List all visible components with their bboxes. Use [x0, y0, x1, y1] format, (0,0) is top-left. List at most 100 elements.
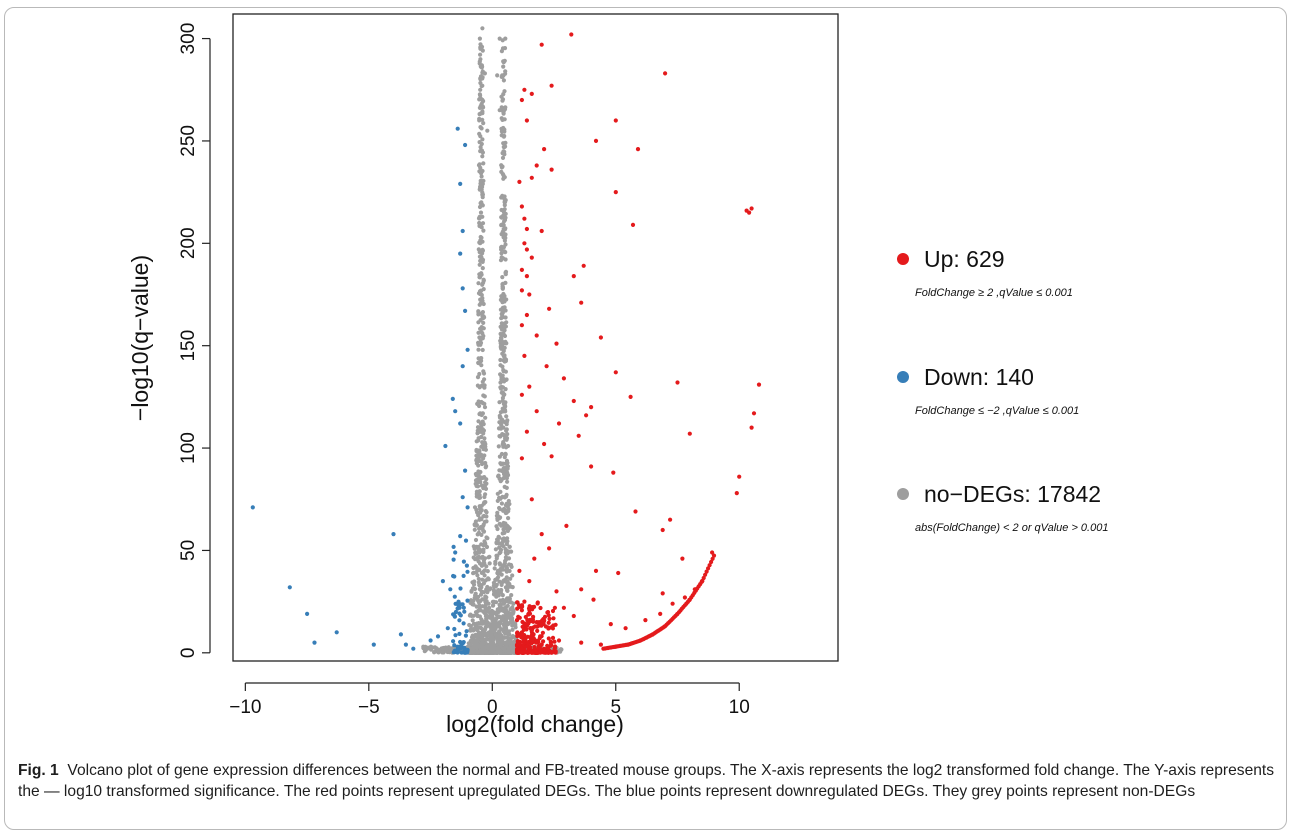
point-up [527, 384, 532, 389]
figure-frame [4, 7, 1287, 830]
point-nodeg [499, 582, 504, 588]
point-up [550, 635, 556, 641]
point-nodeg [503, 257, 508, 262]
point-nodeg [499, 384, 504, 390]
point-up [593, 568, 599, 574]
point-nodeg [476, 347, 481, 352]
point-up [554, 341, 559, 346]
point-nodeg [478, 469, 483, 475]
point-down [458, 251, 463, 256]
point-up [539, 228, 544, 234]
point-nodeg [479, 292, 484, 298]
point-up [524, 650, 529, 655]
legend-criteria-down: FoldChange ≤ −2 ,qValue ≤ 0.001 [915, 405, 1079, 417]
point-down [460, 640, 465, 645]
point-nodeg [506, 599, 511, 605]
point-up [579, 587, 584, 592]
point-nodeg [504, 494, 509, 499]
point-nodeg [480, 347, 485, 353]
point-nodeg [480, 195, 485, 200]
point-nodeg [476, 330, 481, 335]
point-nodeg [501, 223, 506, 228]
point-nodeg [495, 73, 500, 78]
point-nodeg [500, 164, 505, 169]
point-nodeg [482, 315, 487, 320]
point-nodeg [483, 614, 489, 619]
point-up [628, 394, 633, 399]
point-nodeg [482, 71, 487, 76]
point-nodeg [500, 282, 505, 287]
point-nodeg [500, 172, 505, 177]
point-nodeg [478, 46, 484, 51]
point-nodeg [502, 455, 507, 460]
point-down [443, 443, 448, 449]
point-up [546, 620, 551, 625]
point-nodeg [479, 620, 484, 625]
point-nodeg [478, 165, 483, 170]
point-nodeg [504, 297, 509, 302]
point-nodeg [478, 505, 483, 510]
point-up [608, 622, 613, 627]
point-nodeg [497, 641, 503, 646]
point-nodeg [501, 578, 506, 583]
point-up [616, 570, 621, 576]
point-up [613, 118, 618, 123]
point-up [701, 575, 706, 581]
point-nodeg [471, 555, 476, 560]
point-up [523, 614, 528, 620]
point-up [524, 274, 530, 279]
point-nodeg [499, 316, 504, 321]
point-nodeg [471, 602, 476, 607]
point-nodeg [478, 452, 484, 457]
point-nodeg [481, 371, 487, 376]
point-down [398, 632, 403, 637]
point-nodeg [448, 646, 453, 651]
point-nodeg [513, 621, 518, 626]
point-up [552, 639, 557, 644]
point-down [451, 544, 456, 550]
point-up [540, 630, 546, 635]
point-nodeg [499, 311, 505, 317]
point-down [461, 573, 466, 579]
point-nodeg [479, 459, 484, 464]
point-nodeg [472, 595, 477, 601]
point-nodeg [477, 223, 482, 229]
point-nodeg [501, 475, 506, 481]
point-nodeg [502, 355, 507, 360]
legend: Up: 629 FoldChange ≥ 2 ,qValue ≤ 0.001 D… [897, 246, 1108, 534]
point-nodeg [500, 593, 505, 598]
point-nodeg [482, 568, 487, 573]
point-up [519, 392, 525, 397]
point-nodeg [494, 615, 499, 621]
point-nodeg [486, 601, 491, 606]
point-nodeg [500, 537, 505, 542]
point-up [541, 639, 546, 644]
point-up [553, 650, 558, 655]
point-up [534, 163, 539, 168]
legend-criteria-nodeg: abs(FoldChange) < 2 or qValue > 0.001 [915, 522, 1108, 534]
point-nodeg [474, 644, 479, 650]
point-nodeg [504, 541, 509, 547]
point-nodeg [495, 571, 500, 576]
point-nodeg [498, 363, 503, 368]
point-nodeg [490, 611, 495, 617]
point-nodeg [503, 607, 508, 612]
point-nodeg [478, 318, 483, 323]
point-nodeg [476, 312, 481, 317]
point-nodeg [505, 551, 510, 556]
point-up [749, 206, 754, 211]
point-up [532, 644, 537, 650]
point-nodeg [480, 259, 485, 264]
point-up [519, 288, 525, 293]
point-down [305, 611, 310, 617]
point-up [522, 353, 527, 358]
point-nodeg [467, 622, 472, 628]
point-nodeg [502, 648, 507, 653]
point-nodeg [506, 443, 511, 449]
point-nodeg [477, 36, 482, 41]
y-axis-label: −log10(q−value) [127, 255, 153, 421]
point-down [451, 557, 456, 562]
point-nodeg [501, 134, 506, 139]
point-nodeg [483, 415, 488, 420]
